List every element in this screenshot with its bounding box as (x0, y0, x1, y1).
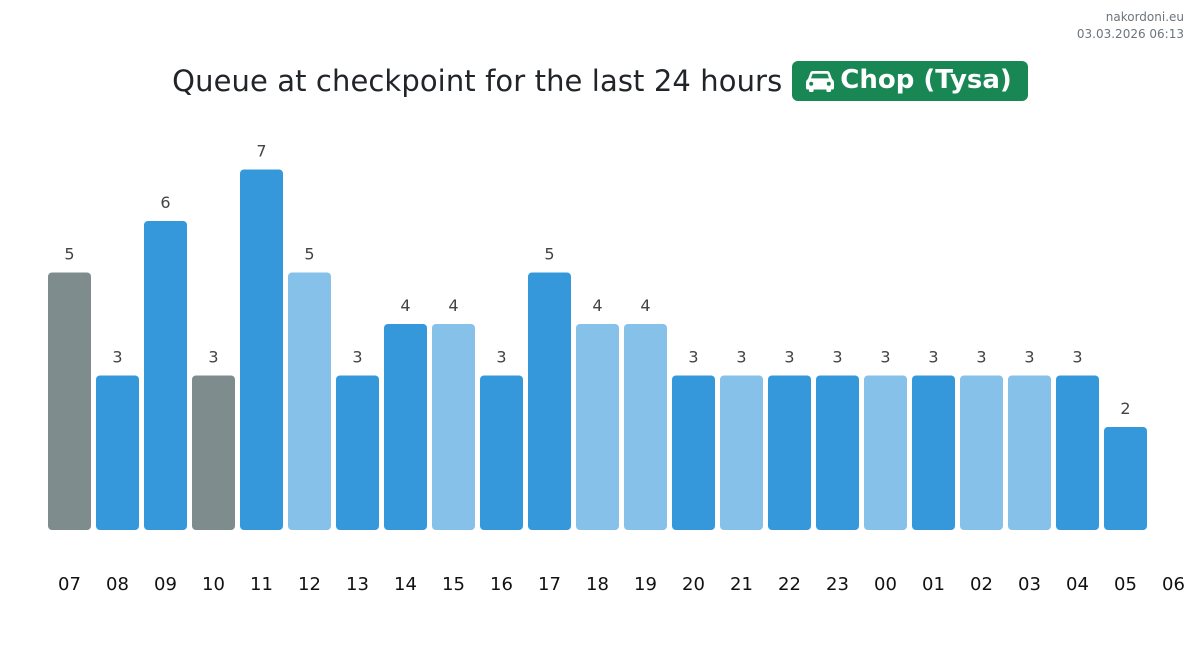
x-tick-07: 07 (58, 574, 81, 595)
value-label-12: 5 (304, 245, 314, 264)
x-tick-21: 21 (730, 574, 753, 595)
x-tick-23: 23 (826, 574, 849, 595)
x-tick-20: 20 (682, 574, 705, 595)
value-label-19: 4 (640, 296, 650, 315)
bar-19[interactable] (624, 324, 667, 530)
bar-05[interactable] (1104, 427, 1147, 530)
value-label-20: 3 (688, 348, 698, 367)
value-label-08: 3 (112, 348, 122, 367)
value-label-23: 3 (832, 348, 842, 367)
bar-15[interactable] (432, 324, 475, 530)
car-icon (806, 71, 835, 92)
chart-header: Queue at checkpoint for the last 24 hour… (0, 58, 1200, 104)
bar-02[interactable] (960, 375, 1003, 531)
value-label-18: 4 (592, 296, 602, 315)
value-label-03: 3 (1024, 348, 1034, 367)
value-label-13: 3 (352, 348, 362, 367)
value-label-04: 3 (1072, 348, 1082, 367)
x-tick-15: 15 (442, 574, 465, 595)
x-tick-14: 14 (394, 574, 417, 595)
x-tick-18: 18 (586, 574, 609, 595)
bar-07[interactable] (48, 272, 91, 531)
x-tick-00: 00 (874, 574, 897, 595)
x-tick-02: 02 (970, 574, 993, 595)
value-label-02: 3 (976, 348, 986, 367)
site-info: nakordoni.eu 03.03.2026 06:13 (1077, 9, 1184, 43)
bar-08[interactable] (96, 375, 139, 531)
x-tick-01: 01 (922, 574, 945, 595)
value-label-01: 3 (928, 348, 938, 367)
bar-13[interactable] (336, 375, 379, 531)
value-label-22: 3 (784, 348, 794, 367)
x-tick-16: 16 (490, 574, 513, 595)
x-tick-19: 19 (634, 574, 657, 595)
x-tick-10: 10 (202, 574, 225, 595)
bar-16[interactable] (480, 375, 523, 531)
value-label-14: 4 (400, 296, 410, 315)
value-label-11: 7 (256, 142, 266, 161)
value-label-09: 6 (160, 193, 170, 212)
x-tick-03: 03 (1018, 574, 1041, 595)
timestamp: 03.03.2026 06:13 (1076, 27, 1184, 41)
value-label-05: 2 (1120, 399, 1130, 418)
bar-17[interactable] (528, 272, 571, 531)
x-tick-17: 17 (538, 574, 561, 595)
bar-14[interactable] (384, 324, 427, 530)
x-tick-22: 22 (778, 574, 801, 595)
x-tick-12: 12 (298, 574, 321, 595)
value-label-16: 3 (496, 348, 506, 367)
x-tick-13: 13 (346, 574, 369, 595)
chart-title: Queue at checkpoint for the last 24 hour… (172, 64, 783, 98)
x-tick-11: 11 (250, 574, 273, 595)
bar-03[interactable] (1008, 375, 1051, 531)
bar-01[interactable] (912, 375, 955, 531)
x-tick-04: 04 (1066, 574, 1089, 595)
x-tick-05: 05 (1114, 574, 1137, 595)
bar-11[interactable] (240, 169, 283, 531)
checkpoint-name: Chop (Tysa) (840, 65, 1012, 95)
x-tick-09: 09 (154, 574, 177, 595)
bar-20[interactable] (672, 375, 715, 531)
bar-18[interactable] (576, 324, 619, 530)
value-label-00: 3 (880, 348, 890, 367)
x-tick-08: 08 (106, 574, 129, 595)
bar-21[interactable] (720, 375, 763, 531)
bar-00[interactable] (864, 375, 907, 531)
value-label-21: 3 (736, 348, 746, 367)
bar-22[interactable] (768, 375, 811, 531)
value-label-17: 5 (544, 245, 554, 264)
bar-09[interactable] (144, 221, 187, 530)
bar-12[interactable] (288, 272, 331, 531)
checkpoint-badge[interactable]: Chop (Tysa) (792, 61, 1028, 101)
value-label-15: 4 (448, 296, 458, 315)
value-label-07: 5 (64, 245, 74, 264)
value-label-10: 3 (208, 348, 218, 367)
site-name: nakordoni.eu (1105, 10, 1184, 24)
bar-23[interactable] (816, 375, 859, 531)
x-tick-06: 06 (1162, 574, 1185, 595)
bar-04[interactable] (1056, 375, 1099, 531)
bar-10[interactable] (192, 375, 235, 531)
